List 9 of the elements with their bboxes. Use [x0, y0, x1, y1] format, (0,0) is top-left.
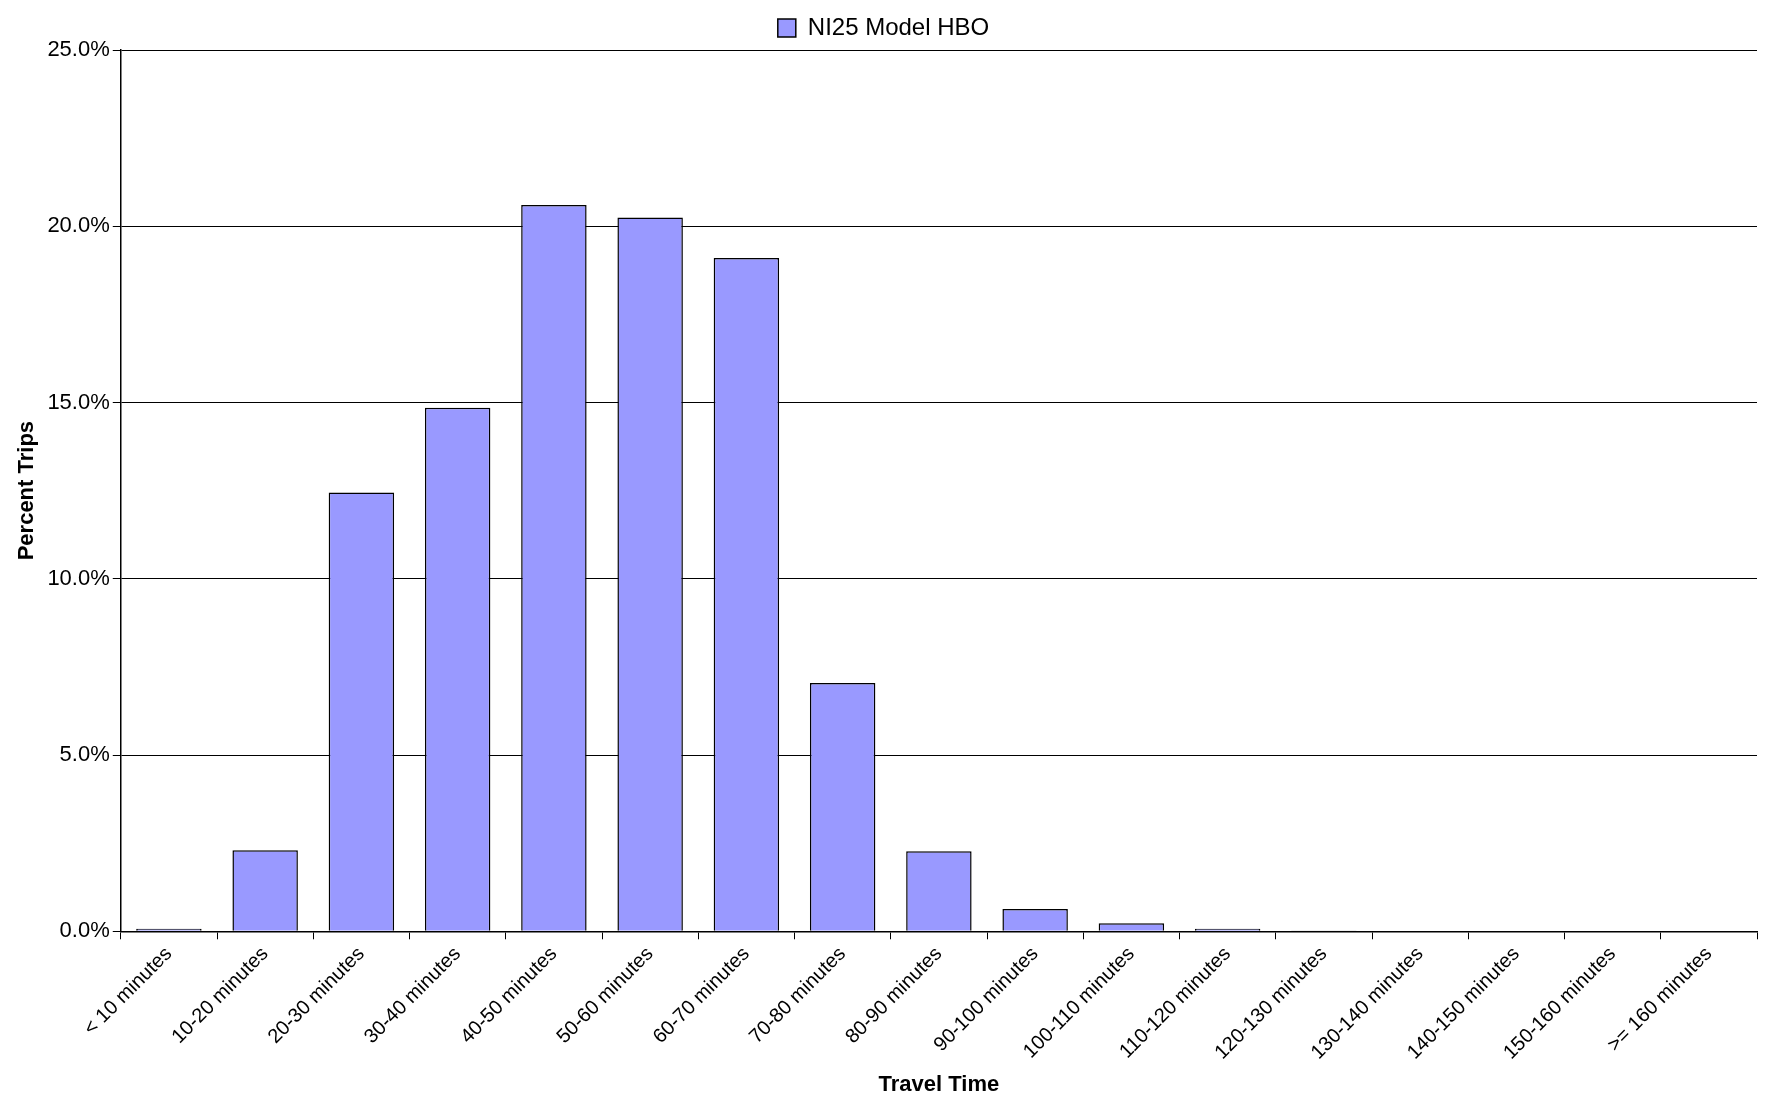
y-tick-label: 5.0% — [59, 741, 110, 767]
y-tick-label: 0.0% — [59, 917, 110, 943]
y-tick-label: 25.0% — [47, 36, 110, 62]
legend-label: NI25 Model HBO — [807, 12, 990, 40]
y-axis-title: Percent Trips — [13, 420, 39, 561]
y-tick-label: 15.0% — [47, 388, 110, 414]
x-axis-title: Travel Time — [878, 1070, 1000, 1096]
y-tick-label: 20.0% — [47, 212, 110, 238]
y-tick-label: 10.0% — [47, 564, 110, 590]
